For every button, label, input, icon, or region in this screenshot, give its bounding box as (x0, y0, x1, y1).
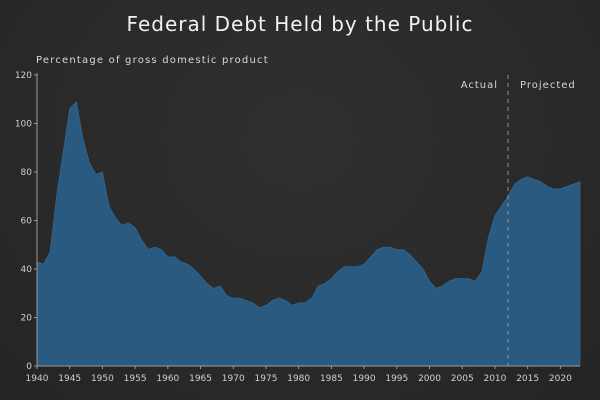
x-tick-label: 1945 (58, 374, 81, 384)
x-tick-label: 1970 (222, 374, 245, 384)
x-tick-label: 2020 (549, 374, 572, 384)
x-tick-label: 1940 (26, 374, 49, 384)
y-tick-label: 20 (21, 314, 33, 324)
y-tick-label: 0 (26, 362, 32, 372)
y-axis-label: Percentage of gross domestic product (36, 55, 269, 66)
x-tick-label: 2000 (418, 374, 441, 384)
x-tick-label: 1975 (255, 374, 278, 384)
annotation-actual: Actual (461, 80, 498, 91)
area-layer (36, 100, 581, 367)
x-tick-label: 1955 (124, 374, 147, 384)
annotations: Actual Projected (461, 80, 576, 91)
y-tick-label: 40 (21, 265, 33, 275)
y-tick-label: 100 (15, 120, 32, 130)
x-tick-label: 2015 (516, 374, 539, 384)
x-tick-label: 1995 (385, 374, 408, 384)
x-tick-label: 1980 (287, 374, 310, 384)
chart-title: Federal Debt Held by the Public (126, 12, 474, 36)
x-tick-label: 1960 (156, 374, 179, 384)
y-tick-label: 120 (15, 71, 32, 81)
annotation-projected: Projected (520, 80, 576, 91)
x-tick-label: 1985 (320, 374, 343, 384)
series-area-0 (36, 100, 581, 367)
y-tick-label: 60 (21, 217, 33, 227)
x-tick-label: 1950 (91, 374, 114, 384)
y-tick-label: 80 (21, 168, 33, 178)
tick-labels: 0 20 40 60 80 100 120 1940 1945 1950 1955 1960 1965 1… (15, 71, 572, 384)
x-tick-label: 2005 (451, 374, 474, 384)
x-tick-label: 1990 (353, 374, 376, 384)
x-tick-label: 2010 (483, 374, 506, 384)
x-tick-label: 1965 (189, 374, 212, 384)
